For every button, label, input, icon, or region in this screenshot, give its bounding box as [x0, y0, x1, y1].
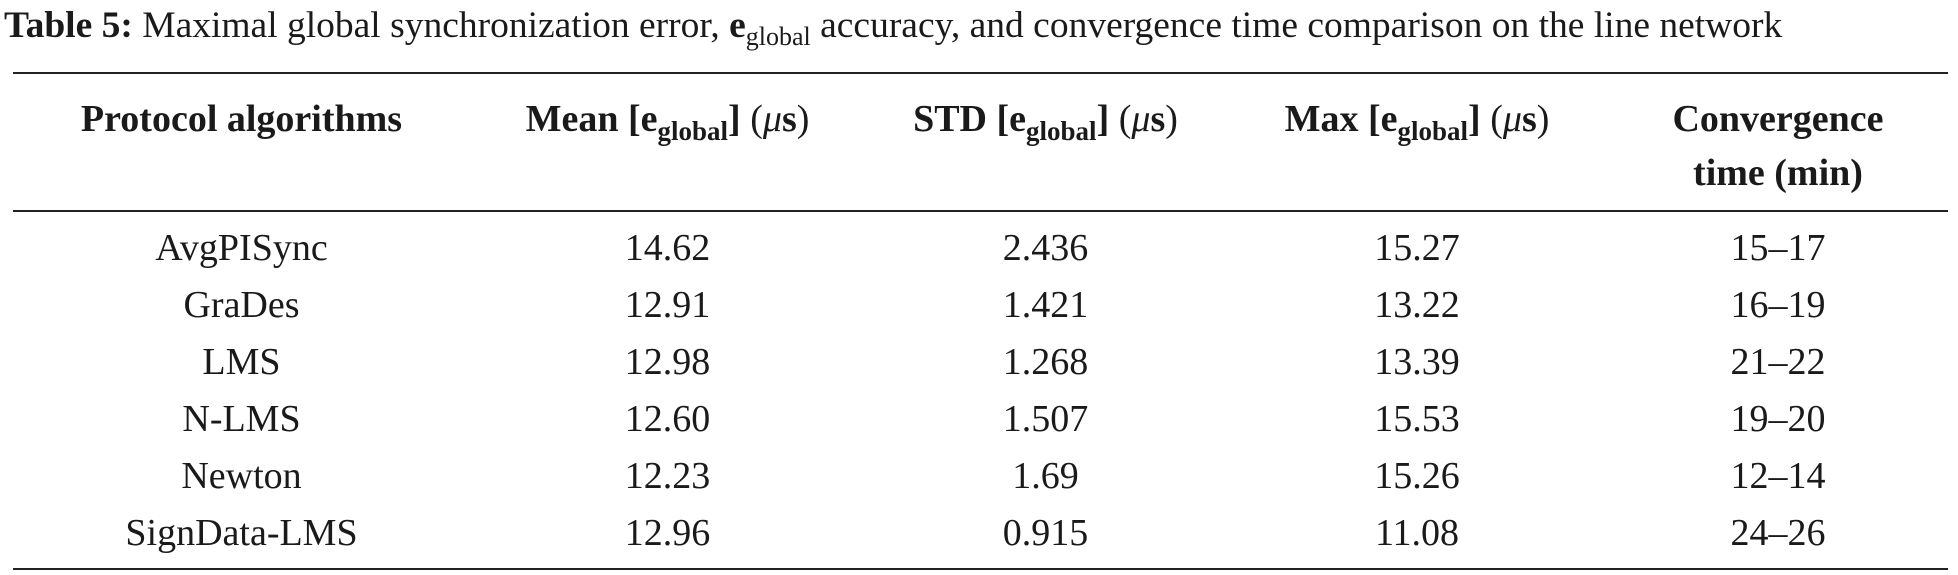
header-std-bracket: ] [1096, 98, 1110, 140]
cell-convergence: 24–26 [1730, 512, 1826, 554]
results-table: Protocol algorithms Mean [eglobal] (μs) … [13, 72, 1948, 570]
cell-max: 15.26 [1374, 455, 1460, 497]
header-std: STD [eglobal] (μs) [865, 73, 1226, 211]
cell-max: 13.22 [1374, 284, 1460, 326]
cell-algorithm: LMS [202, 341, 281, 383]
cell-std: 1.268 [1002, 341, 1089, 383]
cell-algorithm: N-LMS [182, 398, 301, 440]
cell-algorithm: SignData-LMS [125, 512, 358, 554]
cell-mean: 12.91 [624, 284, 711, 326]
header-std-prefix: STD [ [913, 98, 1010, 140]
cell-std: 1.69 [1012, 455, 1079, 497]
header-max-symbol: e [1380, 98, 1398, 140]
header-convergence-line2: time (min) [1693, 152, 1863, 194]
header-std-unit-open: ( [1118, 98, 1132, 140]
cell-max: 15.53 [1374, 398, 1460, 440]
header-row: Protocol algorithms Mean [eglobal] (μs) … [13, 73, 1948, 211]
header-max-subscript: global [1397, 116, 1469, 146]
cell-algorithm: Newton [181, 455, 302, 497]
caption-symbol: e [729, 5, 746, 46]
table-row: GraDes 12.91 1.421 13.22 16–19 [13, 277, 1948, 334]
header-max-prefix: Max [ [1284, 98, 1381, 140]
results-table-container: Protocol algorithms Mean [eglobal] (μs) … [13, 72, 1948, 570]
header-protocol-label: Protocol algorithms [80, 98, 403, 140]
cell-convergence: 16–19 [1730, 284, 1826, 326]
header-std-subscript: global [1026, 116, 1097, 146]
table-row: N-LMS 12.60 1.507 15.53 19–20 [13, 391, 1948, 448]
cell-convergence: 19–20 [1730, 398, 1826, 440]
table-body: AvgPISync 14.62 2.436 15.27 15–17 GraDes 12.91… [13, 211, 1948, 569]
caption-label: Table 5: [4, 5, 133, 46]
cell-algorithm: AvgPISync [155, 227, 328, 269]
cell-std: 1.421 [1002, 284, 1089, 326]
header-mean-symbol: e [640, 98, 658, 140]
header-mean: Mean [eglobal] (μs) [470, 73, 865, 211]
cell-std: 0.915 [1002, 512, 1089, 554]
header-mean-mu: μ [762, 98, 782, 140]
header-max-mu: μ [1502, 98, 1522, 140]
header-std-unit: s [1150, 98, 1166, 140]
header-std-symbol: e [1009, 98, 1027, 140]
header-max-unit-open: ( [1490, 98, 1503, 140]
cell-convergence: 12–14 [1730, 455, 1826, 497]
header-mean-bracket: ] [728, 98, 741, 140]
cell-convergence: 21–22 [1730, 341, 1826, 383]
header-std-mu: μ [1131, 98, 1151, 140]
header-std-unit-close: ) [1165, 98, 1178, 140]
header-convergence-line1: Convergence [1672, 98, 1884, 140]
header-mean-unit-close: ) [796, 98, 810, 140]
header-mean-subscript: global [657, 116, 729, 146]
caption-text-after: accuracy, and convergence time compariso… [820, 5, 1783, 46]
header-max-unit: s [1521, 98, 1537, 140]
cell-mean: 12.23 [624, 455, 711, 497]
caption-text-before: Maximal global synchronization error, [142, 5, 720, 46]
cell-std: 1.507 [1002, 398, 1089, 440]
table-row: SignData-LMS 12.96 0.915 11.08 24–26 [13, 505, 1948, 569]
cell-max: 13.39 [1374, 341, 1460, 383]
cell-mean: 12.98 [624, 341, 711, 383]
table-caption: Table 5: Maximal global synchronization … [4, 2, 1954, 61]
cell-mean: 14.62 [624, 227, 711, 269]
cell-max: 15.27 [1374, 227, 1460, 269]
table-row: AvgPISync 14.62 2.436 15.27 15–17 [13, 211, 1948, 277]
header-mean-prefix: Mean [ [525, 98, 641, 140]
header-protocol: Protocol algorithms [13, 73, 470, 211]
cell-algorithm: GraDes [183, 284, 300, 326]
table-row: LMS 12.98 1.268 13.39 21–22 [13, 334, 1948, 391]
header-mean-unit-open: ( [750, 98, 763, 140]
cell-mean: 12.96 [624, 512, 711, 554]
table-row: Newton 12.23 1.69 15.26 12–14 [13, 448, 1948, 505]
cell-mean: 12.60 [624, 398, 711, 440]
header-max-bracket: ] [1468, 98, 1481, 140]
header-max-unit-close: ) [1536, 98, 1550, 140]
caption-symbol-subscript: global [745, 22, 811, 51]
header-convergence: Convergence time (min) [1608, 73, 1948, 211]
cell-convergence: 15–17 [1730, 227, 1826, 269]
header-max: Max [eglobal] (μs) [1226, 73, 1608, 211]
cell-max: 11.08 [1374, 512, 1460, 554]
header-mean-unit: s [781, 98, 797, 140]
cell-std: 2.436 [1002, 227, 1089, 269]
